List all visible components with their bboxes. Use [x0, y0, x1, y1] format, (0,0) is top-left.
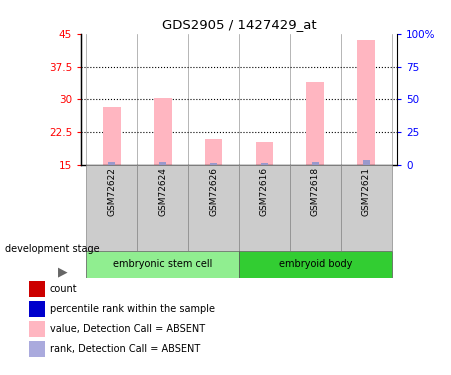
- Bar: [290, 165, 341, 251]
- Text: value, Detection Call = ABSENT: value, Detection Call = ABSENT: [50, 324, 205, 334]
- Text: GSM72621: GSM72621: [362, 167, 371, 216]
- Bar: [363, 160, 370, 165]
- Text: GSM72622: GSM72622: [107, 167, 116, 216]
- Text: GSM72624: GSM72624: [158, 167, 167, 216]
- Bar: [103, 107, 120, 165]
- Bar: [108, 162, 115, 165]
- Text: development stage: development stage: [5, 244, 99, 254]
- Bar: [256, 142, 273, 165]
- Text: GSM72618: GSM72618: [311, 167, 320, 216]
- Text: ▶: ▶: [58, 266, 68, 278]
- Text: rank, Detection Call = ABSENT: rank, Detection Call = ABSENT: [50, 344, 200, 354]
- Bar: [341, 165, 392, 251]
- Bar: [239, 251, 392, 278]
- Bar: [357, 40, 375, 165]
- Text: embryonic stem cell: embryonic stem cell: [113, 260, 212, 269]
- Bar: [29, 281, 45, 297]
- Bar: [137, 165, 188, 251]
- Text: embryoid body: embryoid body: [279, 260, 352, 269]
- Bar: [210, 163, 217, 165]
- Bar: [261, 163, 268, 165]
- Text: count: count: [50, 284, 77, 294]
- Bar: [312, 162, 319, 165]
- Bar: [29, 321, 45, 337]
- Title: GDS2905 / 1427429_at: GDS2905 / 1427429_at: [162, 18, 316, 31]
- Bar: [159, 162, 166, 165]
- Bar: [154, 99, 171, 165]
- Bar: [86, 165, 137, 251]
- Bar: [307, 82, 324, 165]
- Bar: [29, 301, 45, 317]
- Text: GSM72626: GSM72626: [209, 167, 218, 216]
- Bar: [29, 340, 45, 357]
- Bar: [188, 165, 239, 251]
- Bar: [86, 251, 239, 278]
- Text: GSM72616: GSM72616: [260, 167, 269, 216]
- Bar: [205, 139, 222, 165]
- Bar: [239, 165, 290, 251]
- Text: percentile rank within the sample: percentile rank within the sample: [50, 304, 215, 314]
